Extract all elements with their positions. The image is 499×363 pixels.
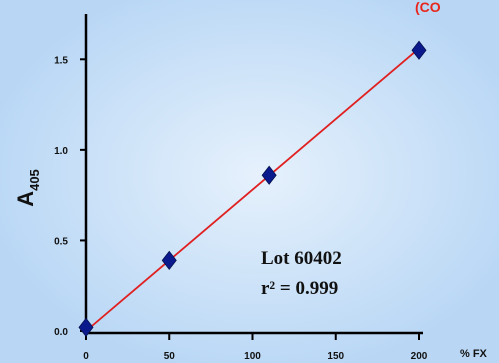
y-tick-label-2: 1.0 — [54, 146, 68, 157]
fit-line-layer — [85, 47, 420, 332]
x-axis-label: % FX — [460, 348, 488, 360]
data-point-1 — [161, 250, 177, 271]
data-point-0 — [78, 317, 94, 338]
x-tick-label-3: 150 — [327, 351, 344, 362]
x-tick-label-2: 100 — [244, 351, 261, 362]
annotation-lot: Lot 60402 — [261, 248, 342, 269]
x-tick-label-1: 50 — [164, 351, 176, 362]
y-axis: 0.0 0.5 1.0 1.5 — [54, 14, 88, 338]
annotation-r-squared: r² = 0.999 — [261, 278, 338, 299]
data-points — [78, 40, 427, 338]
x-tick-label-0: 0 — [83, 351, 89, 362]
y-tick-label-3: 1.5 — [54, 55, 68, 66]
y-tick-label-1: 0.5 — [54, 236, 68, 247]
fit-line — [85, 47, 420, 332]
x-axis: 0 50 100 150 200 — [83, 331, 428, 362]
y-axis-label: A405 — [13, 169, 42, 207]
data-point-3 — [411, 40, 427, 60]
x-tick-label-4: 200 — [411, 351, 428, 362]
y-tick-label-0: 0.0 — [54, 327, 68, 338]
chart-title-fragment: (CO — [415, 0, 441, 15]
data-point-2 — [261, 165, 277, 185]
